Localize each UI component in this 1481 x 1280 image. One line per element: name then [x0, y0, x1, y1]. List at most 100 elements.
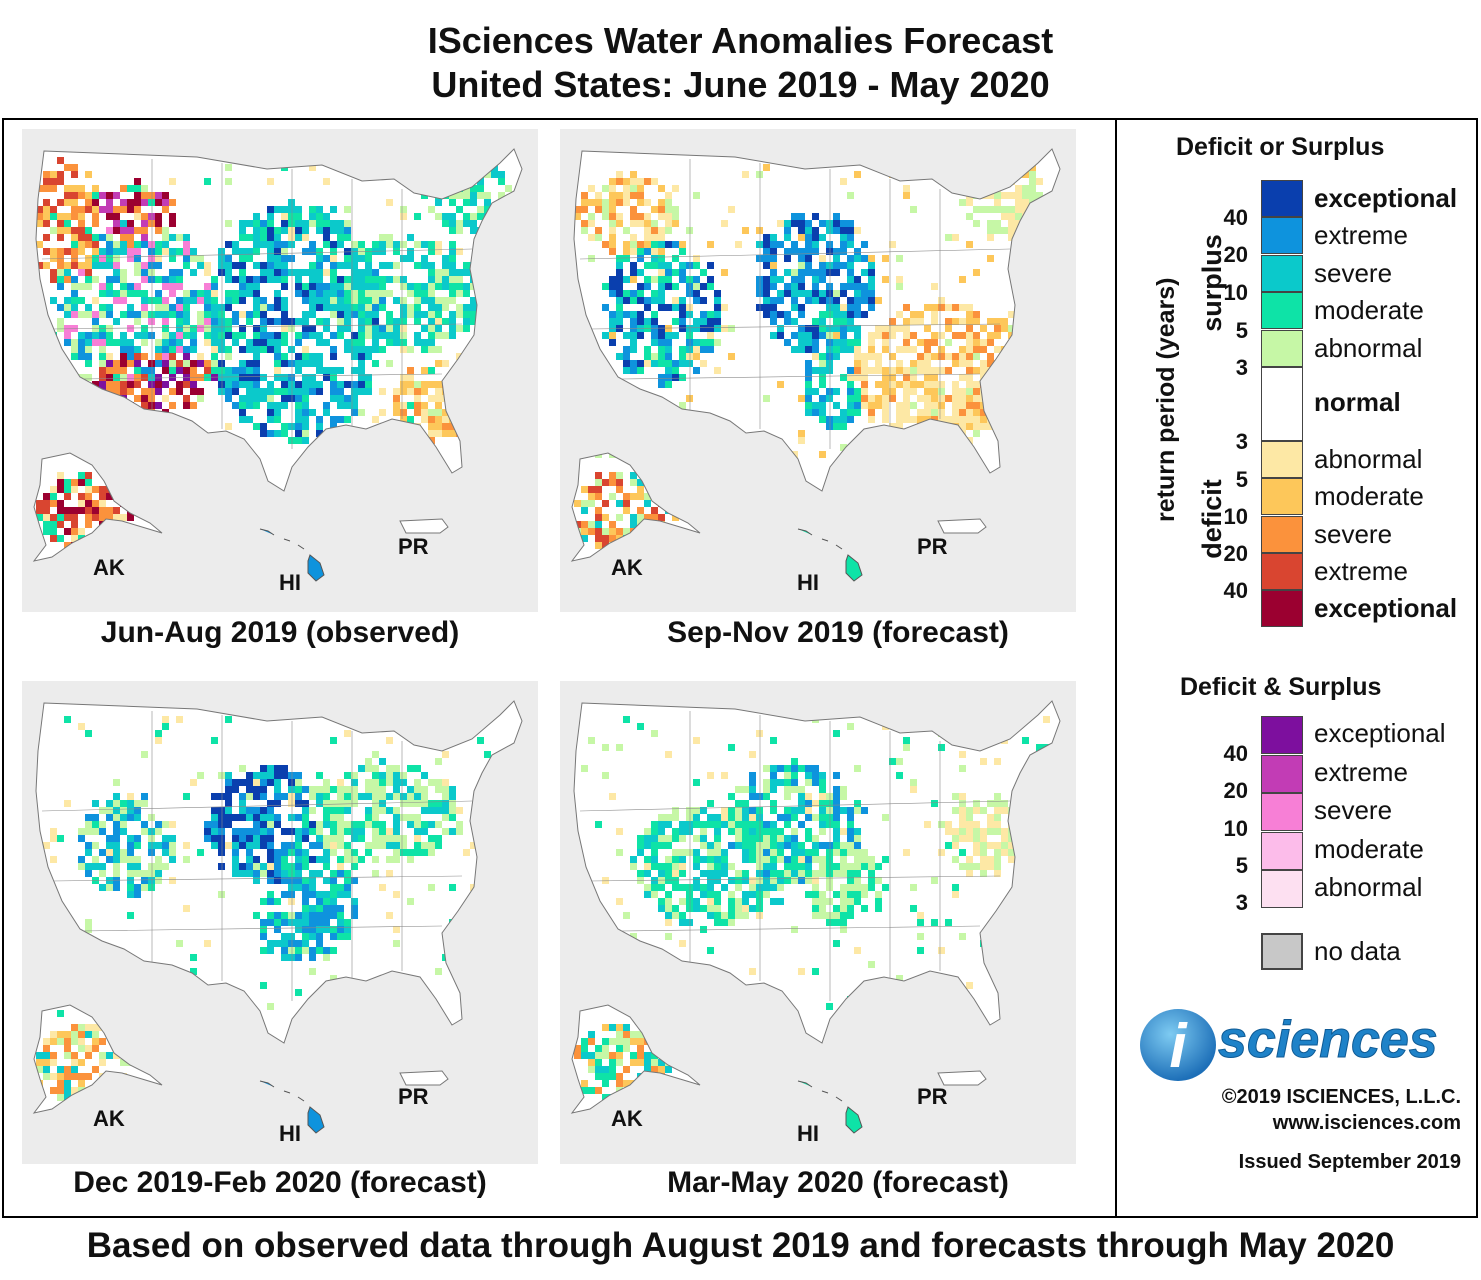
- copyright: ©2019 ISCIENCES, L.L.C.: [1221, 1086, 1461, 1108]
- ak-label: AK: [611, 555, 643, 580]
- no-data-swatch: [1261, 933, 1303, 970]
- legend-class-label: severe: [1314, 258, 1393, 288]
- data-basis-note: Based on observed data through August 20…: [86, 1226, 1395, 1265]
- state-boundary: [41, 248, 473, 260]
- state-boundary: [589, 323, 1001, 330]
- return-period-tick: 40: [1223, 578, 1248, 603]
- legend-swatch-exceptional: [1261, 590, 1303, 627]
- map-panel-jun-aug-2019: [22, 129, 538, 612]
- legend-swatch-extreme: [1261, 754, 1303, 793]
- legend-class-label: moderate: [1314, 833, 1424, 864]
- legend-swatch-extreme: [1261, 553, 1303, 590]
- legend-swatch-moderate: [1261, 292, 1303, 329]
- return-period-tick: 20: [1223, 778, 1248, 803]
- return-period-tick: 3: [1235, 355, 1248, 380]
- puerto-rico-land: [938, 519, 986, 533]
- legend-swatch-abnormal: [1261, 441, 1303, 478]
- legend-swatch-extreme: [1261, 217, 1303, 254]
- state-boundary: [51, 875, 463, 882]
- legend-class-label: severe: [1314, 519, 1393, 549]
- legend-swatch-normal: [1261, 367, 1303, 441]
- legend-class-label: moderate: [1314, 481, 1424, 511]
- logo-wordmark: sciences: [1218, 1011, 1438, 1069]
- map-panel-mar-may-2020: [560, 681, 1076, 1164]
- map-panel-dec-2019-feb-2020: [22, 681, 538, 1164]
- legend-swatch-exceptional: [1261, 716, 1303, 754]
- legend-class-label: normal: [1314, 387, 1401, 417]
- puerto-rico-land: [400, 1071, 448, 1085]
- legend-heading-deficit-and-surplus: Deficit & Surplus: [1180, 673, 1382, 701]
- legend-class-label: extreme: [1314, 556, 1408, 586]
- puerto-rico-land: [938, 1071, 986, 1085]
- no-data-label: no data: [1314, 936, 1401, 966]
- panel-caption: Mar-May 2020 (forecast): [667, 1166, 1009, 1199]
- legend-class-label: extreme: [1314, 220, 1408, 250]
- anomaly-map: [570, 148, 1061, 582]
- legend-class-label: abnormal: [1314, 872, 1423, 902]
- return-period-tick: 20: [1223, 541, 1248, 566]
- legend-class-label: severe: [1314, 795, 1393, 825]
- legend-class-label: extreme: [1314, 756, 1408, 787]
- ak-label: AK: [93, 1106, 125, 1131]
- return-period-tick: 10: [1223, 504, 1248, 529]
- legend-class-label: exceptional: [1314, 183, 1458, 213]
- legend-swatch-severe: [1261, 255, 1303, 292]
- legend-swatch-abnormal: [1261, 870, 1303, 908]
- pr-label: PR: [917, 1084, 948, 1109]
- anomaly-cells: [36, 709, 512, 1108]
- hi-label: HI: [797, 1121, 819, 1146]
- hi-label: HI: [279, 1121, 301, 1146]
- return-period-tick: 20: [1223, 242, 1248, 267]
- return-period-tick: 40: [1223, 741, 1248, 766]
- hawaii-islands: [259, 528, 325, 582]
- return-period-tick: 40: [1223, 205, 1248, 230]
- ak-label: AK: [611, 1106, 643, 1131]
- return-period-tick: 10: [1223, 816, 1248, 841]
- legend-divider: [1115, 118, 1117, 1218]
- legend-swatch-abnormal: [1261, 330, 1303, 367]
- anomaly-map: [570, 700, 1061, 1134]
- legend-swatch-moderate: [1261, 831, 1303, 870]
- hawaii-islands: [259, 1080, 325, 1134]
- state-boundary: [619, 925, 981, 932]
- state-boundary: [589, 875, 1001, 882]
- legend-swatch-exceptional: [1261, 180, 1303, 217]
- return-period-tick: 5: [1235, 853, 1248, 878]
- legend-swatch-severe: [1261, 793, 1303, 831]
- legend-class-label: moderate: [1314, 295, 1424, 325]
- anomaly-map: [32, 700, 523, 1134]
- legend-class-label: exceptional: [1314, 593, 1458, 623]
- legend-heading-deficit-or-surplus: Deficit or Surplus: [1176, 133, 1385, 161]
- state-boundary: [41, 800, 473, 812]
- state-boundary: [81, 373, 443, 380]
- isciences-logo: i sciences: [1138, 1005, 1468, 1085]
- main-title: ISciences Water Anomalies Forecast: [427, 20, 1054, 61]
- puerto-rico-land: [400, 519, 448, 533]
- return-period-tick: 5: [1235, 318, 1248, 343]
- website: www.isciences.com: [1272, 1112, 1461, 1134]
- anomaly-map: [32, 148, 523, 582]
- logo-i-letter: i: [1169, 1012, 1188, 1081]
- return-period-tick: 10: [1223, 280, 1248, 305]
- pr-label: PR: [398, 534, 429, 559]
- return-period-axis-label: return period (years): [1152, 277, 1180, 522]
- hawaii-islands: [797, 528, 863, 582]
- map-panel-sep-nov-2019: [560, 129, 1076, 612]
- panel-caption: Jun-Aug 2019 (observed): [100, 616, 460, 649]
- legend-swatch-severe: [1261, 516, 1303, 553]
- ak-label: AK: [93, 555, 125, 580]
- hi-label: HI: [279, 570, 301, 595]
- panel-caption: Sep-Nov 2019 (forecast): [667, 616, 1009, 649]
- pr-label: PR: [398, 1084, 429, 1109]
- map-frame: [2, 118, 1478, 1218]
- return-period-tick: 3: [1235, 890, 1248, 915]
- hawaii-islands: [797, 1080, 863, 1134]
- return-period-tick: 3: [1235, 429, 1248, 454]
- pr-label: PR: [917, 534, 948, 559]
- legend-class-label: abnormal: [1314, 444, 1423, 474]
- panel-caption: Dec 2019-Feb 2020 (forecast): [73, 1166, 487, 1199]
- state-boundary: [579, 248, 1011, 260]
- anomaly-cells: [34, 150, 519, 556]
- hi-label: HI: [797, 570, 819, 595]
- legend-class-label: exceptional: [1314, 718, 1446, 748]
